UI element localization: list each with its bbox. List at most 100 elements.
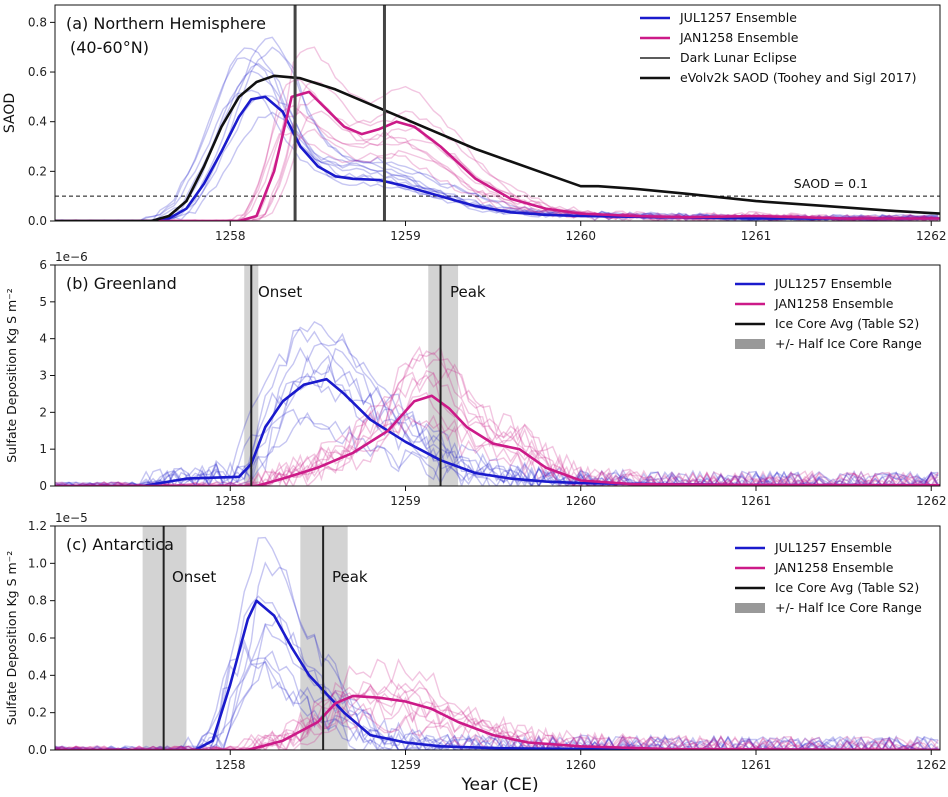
ensemble-member-line bbox=[55, 408, 939, 486]
x-tick-label: 1258 bbox=[215, 229, 246, 243]
legend-item-label: eVolv2k SAOD (Toohey and Sigl 2017) bbox=[680, 70, 917, 85]
ensemble-member-line bbox=[55, 643, 939, 750]
ensemble-member-line bbox=[55, 363, 939, 486]
x-tick-label: 1261 bbox=[741, 494, 772, 508]
series-line-2 bbox=[55, 74, 940, 221]
ensemble-member-line bbox=[55, 622, 939, 750]
ensemble-member-line bbox=[55, 414, 939, 486]
axes-frame bbox=[54, 4, 941, 222]
y-tick-label: 4 bbox=[39, 332, 47, 346]
x-tick-label: 1258 bbox=[215, 758, 246, 772]
x-tick-label: 1262 bbox=[916, 494, 947, 508]
y-tick-label: 0.0 bbox=[28, 743, 47, 757]
ensemble-member-line bbox=[55, 371, 939, 486]
legend-item-label: JAN1258 Ensemble bbox=[774, 560, 894, 575]
series-line-1 bbox=[55, 90, 940, 221]
panel-a: SAOD = 0.1 0.0 0.2 0.4 0.6 0.8 1258 1259 1260 126… bbox=[2, 4, 947, 243]
ensemble-member-line bbox=[55, 638, 939, 750]
y-tick-label: 5 bbox=[39, 295, 47, 309]
ensemble-member-line bbox=[55, 104, 939, 221]
legend-item-label: +/- Half Ice Core Range bbox=[775, 600, 922, 615]
y-tick-label: 1 bbox=[39, 442, 47, 456]
x-tick-label: 1259 bbox=[390, 229, 421, 243]
y-tick-label: 0.4 bbox=[28, 668, 47, 682]
ensemble-member-line bbox=[55, 345, 939, 486]
series-line-1 bbox=[55, 394, 940, 486]
y-tick-label: 0.0 bbox=[28, 214, 47, 228]
legend-swatch bbox=[735, 339, 765, 349]
y-tick-label: 3 bbox=[39, 369, 47, 383]
y-tick-label: 1.2 bbox=[28, 519, 47, 533]
legend-item-label: Ice Core Avg (Table S2) bbox=[775, 316, 919, 331]
y-axis-label: SAOD bbox=[2, 93, 18, 133]
ensemble-member-line bbox=[55, 595, 939, 750]
ensemble-member-line bbox=[55, 679, 939, 750]
ensemble-member-line bbox=[55, 613, 939, 750]
legend-item-label: JAN1258 Ensemble bbox=[774, 296, 894, 311]
ensemble-member-line bbox=[55, 351, 939, 486]
annotation-onset: Onset bbox=[172, 568, 216, 586]
y-tick-label: 0.8 bbox=[28, 594, 47, 608]
panel-c: 0.0 0.2 0.4 0.6 0.8 1.0 1.2 1258 1259 1260 1261 126… bbox=[4, 511, 947, 772]
legend-item-label: Dark Lunar Eclipse bbox=[680, 50, 797, 65]
legend-item-label: Ice Core Avg (Table S2) bbox=[775, 580, 919, 595]
ensemble-member-line bbox=[55, 375, 939, 486]
ensemble-member-line bbox=[55, 128, 939, 221]
series-line-0 bbox=[55, 95, 940, 221]
x-tick-label: 1260 bbox=[565, 229, 596, 243]
y-axis-label: Sulfate Deposition Kg S m⁻² bbox=[4, 288, 19, 463]
x-tick-label: 1259 bbox=[390, 494, 421, 508]
annotation-peak: Peak bbox=[450, 283, 486, 301]
x-axis-label: Year (CE) bbox=[460, 775, 538, 795]
legend-swatch bbox=[735, 603, 765, 613]
ensemble-member-line bbox=[55, 695, 939, 750]
y-tick-label: 0.8 bbox=[28, 15, 47, 29]
plot-area bbox=[55, 526, 940, 750]
y-tick-label: 6 bbox=[39, 258, 47, 272]
y-tick-label: 0.4 bbox=[28, 115, 47, 129]
y-axis-multiplier: 1e−6 bbox=[55, 250, 88, 264]
x-tick-label: 1258 bbox=[215, 494, 246, 508]
legend-item-label: JUL1257 Ensemble bbox=[774, 276, 892, 291]
ice-core-range-shade bbox=[428, 265, 459, 486]
y-tick-label: 0.6 bbox=[28, 65, 47, 79]
annotation-onset: Onset bbox=[258, 283, 302, 301]
ensemble-member-line bbox=[55, 658, 939, 750]
ensemble-member-line bbox=[55, 332, 939, 486]
x-tick-label: 1260 bbox=[565, 758, 596, 772]
y-tick-label: 0 bbox=[39, 479, 47, 493]
ensemble-member-line bbox=[55, 682, 939, 750]
ensemble-member-line bbox=[55, 367, 939, 486]
x-tick-label: 1262 bbox=[916, 758, 947, 772]
ensemble-member-line bbox=[55, 89, 939, 221]
ensemble-member-line bbox=[55, 660, 939, 750]
series-line-1 bbox=[55, 694, 940, 750]
ensemble-member-line bbox=[55, 328, 939, 486]
ensemble-member-line bbox=[55, 347, 939, 486]
ensemble-member-line bbox=[55, 369, 939, 486]
x-tick-label: 1261 bbox=[741, 758, 772, 772]
ensemble-member-line bbox=[55, 650, 939, 750]
x-tick-label: 1259 bbox=[390, 758, 421, 772]
series-line-0 bbox=[55, 599, 940, 750]
x-tick-label: 1261 bbox=[741, 229, 772, 243]
y-tick-label: 2 bbox=[39, 405, 47, 419]
y-axis-label: Sulfate Deposition Kg S m⁻² bbox=[4, 551, 19, 726]
legend-item-label: +/- Half Ice Core Range bbox=[775, 336, 922, 351]
x-tick-label: 1260 bbox=[565, 494, 596, 508]
y-tick-label: 0.2 bbox=[28, 164, 47, 178]
panel-title: (b) Greenland bbox=[66, 274, 177, 293]
panel-b: 0 1 2 3 4 5 6 1258 1259 1260 1261 1262 1e−6 Sulfate D… bbox=[4, 250, 947, 508]
panel-title: (c) Antarctica bbox=[66, 535, 174, 554]
saod-threshold-label: SAOD = 0.1 bbox=[794, 176, 868, 191]
ensemble-member-line bbox=[55, 416, 939, 486]
plot-area bbox=[55, 265, 940, 486]
ensemble-member-line bbox=[55, 345, 939, 486]
y-tick-label: 0.6 bbox=[28, 631, 47, 645]
series-line-0 bbox=[55, 377, 940, 486]
y-tick-label: 1.0 bbox=[28, 556, 47, 570]
legend-item-label: JAN1258 Ensemble bbox=[679, 30, 799, 45]
panel-subtitle: (40-60°N) bbox=[70, 38, 149, 57]
ensemble-member-line bbox=[55, 320, 939, 486]
